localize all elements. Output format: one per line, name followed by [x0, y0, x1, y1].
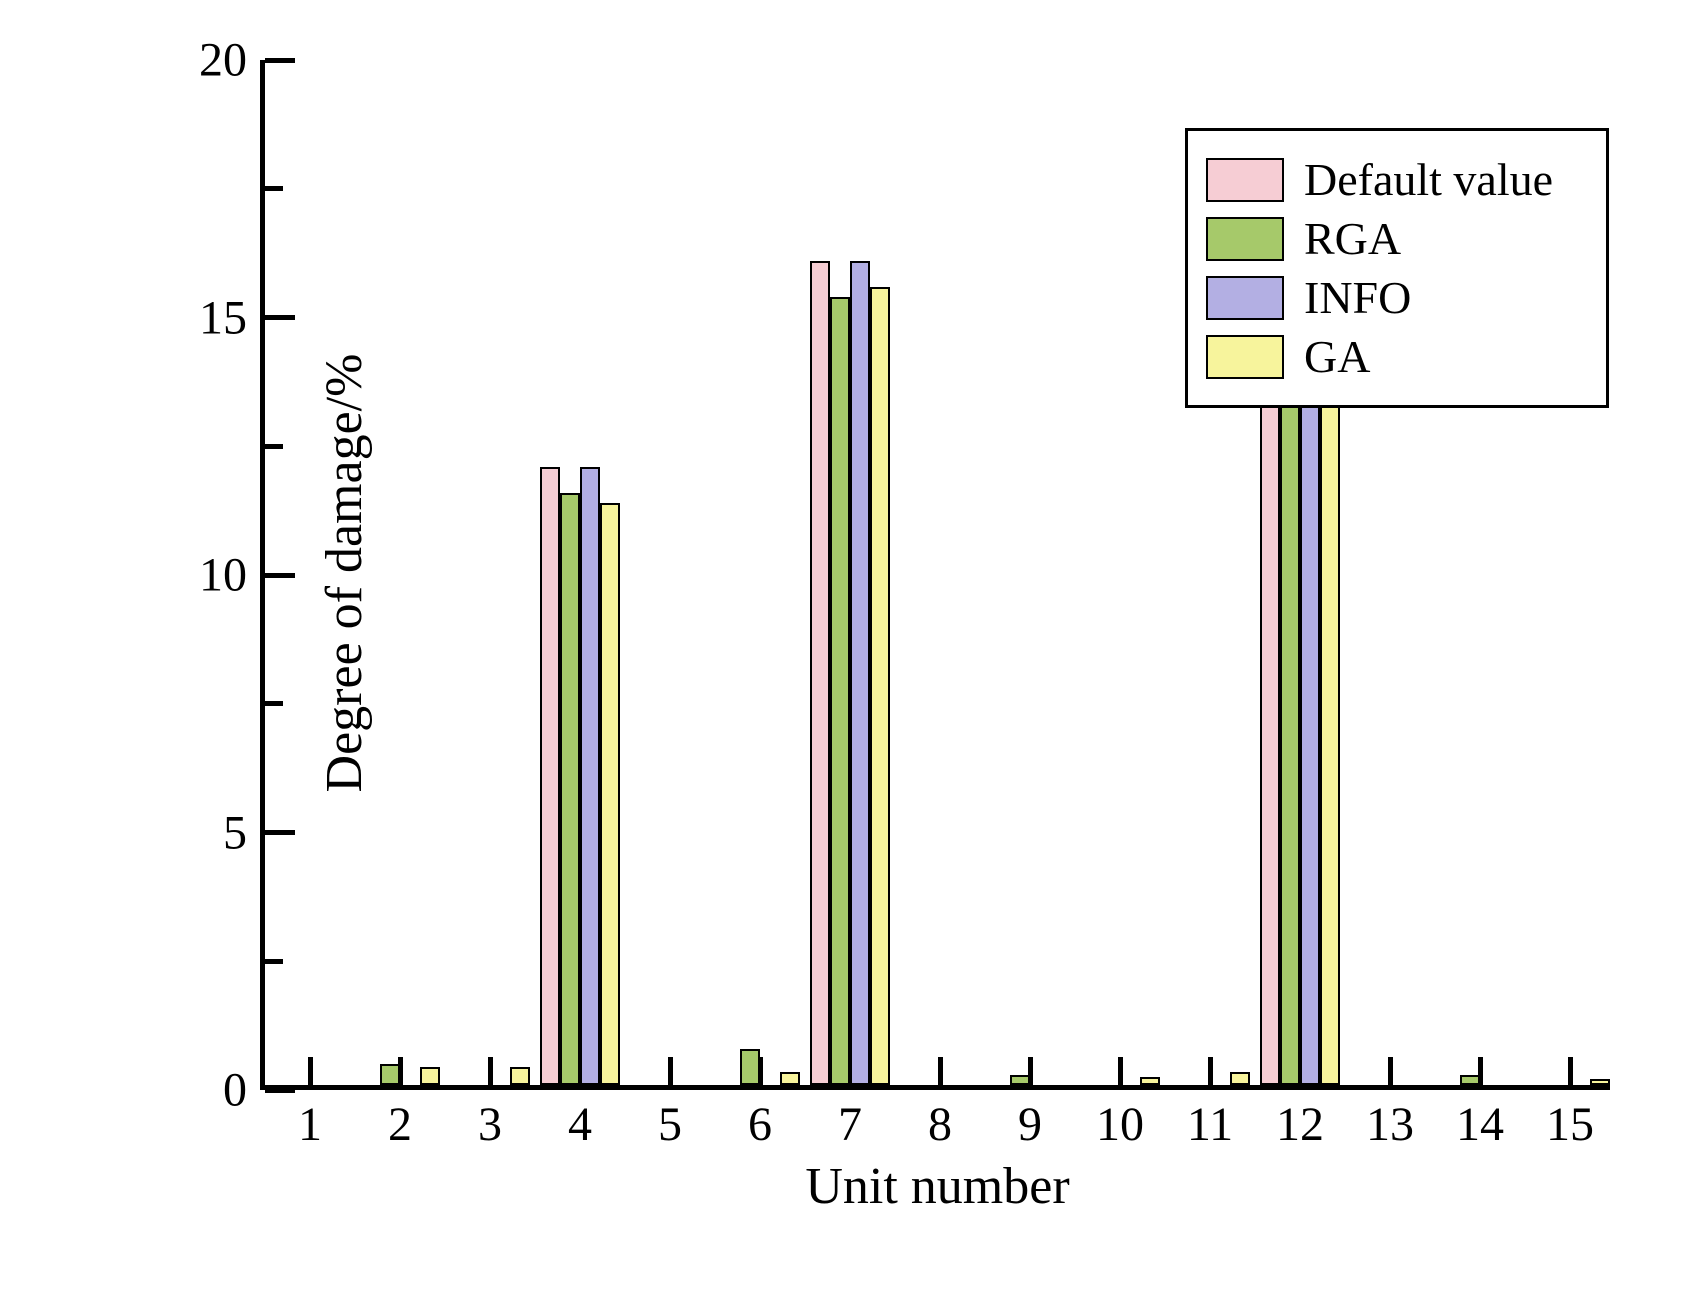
x-axis-tick-label: 1: [298, 1097, 322, 1152]
y-axis-major-tick: [265, 315, 295, 320]
bar-ga: [1230, 1072, 1250, 1085]
x-axis-tick-label: 8: [928, 1097, 952, 1152]
legend-swatch-ga: [1206, 335, 1284, 379]
legend-swatch-rga: [1206, 217, 1284, 261]
bar-info: [1300, 364, 1320, 1085]
legend-item: GA: [1206, 330, 1582, 383]
bar-info: [850, 261, 870, 1085]
legend-item: Default value: [1206, 153, 1582, 206]
bar-ga: [1320, 354, 1340, 1085]
y-axis-major-tick: [265, 1088, 295, 1093]
bar-default: [810, 261, 830, 1085]
x-axis-tick-label: 6: [748, 1097, 772, 1152]
legend-swatch-default: [1206, 158, 1284, 202]
y-axis-title: Degree of damage/%: [315, 353, 374, 792]
x-axis-tick-label: 5: [658, 1097, 682, 1152]
x-axis-tick: [488, 1057, 493, 1085]
bar-default: [540, 467, 560, 1085]
y-axis-minor-tick: [265, 959, 283, 964]
legend-label: GA: [1304, 330, 1370, 383]
y-axis-tick-label: 5: [223, 805, 247, 860]
x-axis-tick-label: 13: [1366, 1097, 1414, 1152]
x-axis-tick-label: 14: [1456, 1097, 1504, 1152]
x-axis-tick-label: 10: [1096, 1097, 1144, 1152]
x-axis-tick: [308, 1057, 313, 1085]
x-axis-tick-label: 12: [1276, 1097, 1324, 1152]
bar-ga: [510, 1067, 530, 1085]
bar-rga: [1460, 1075, 1480, 1085]
y-axis-major-tick: [265, 573, 295, 578]
bar-ga: [780, 1072, 800, 1085]
x-axis-tick-label: 4: [568, 1097, 592, 1152]
y-axis-minor-tick: [265, 444, 283, 449]
bar-rga: [560, 493, 580, 1085]
x-axis-tick: [938, 1057, 943, 1085]
x-axis-title: Unit number: [805, 1157, 1069, 1216]
legend-label: Default value: [1304, 153, 1553, 206]
x-axis-tick: [1388, 1057, 1393, 1085]
bar-rga: [830, 297, 850, 1085]
bar-ga: [870, 287, 890, 1085]
legend-label: RGA: [1304, 212, 1401, 265]
legend-item: RGA: [1206, 212, 1582, 265]
x-axis-tick: [1568, 1057, 1573, 1085]
y-axis-tick-label: 20: [199, 33, 247, 88]
legend-label: INFO: [1304, 271, 1411, 324]
x-axis-tick-label: 9: [1018, 1097, 1042, 1152]
bar-info: [580, 467, 600, 1085]
bar-ga: [1140, 1077, 1160, 1085]
y-axis-tick-label: 15: [199, 290, 247, 345]
chart-plot-area: 05101520123456789101112131415Unit number…: [260, 60, 1610, 1090]
y-axis-major-tick: [265, 830, 295, 835]
bar-ga: [600, 503, 620, 1085]
bar-default: [1260, 364, 1280, 1085]
bar-rga: [1280, 369, 1300, 1085]
bar-rga: [380, 1064, 400, 1085]
legend-item: INFO: [1206, 271, 1582, 324]
x-axis-tick: [668, 1057, 673, 1085]
bar-rga: [1010, 1075, 1030, 1085]
x-axis-tick-label: 3: [478, 1097, 502, 1152]
x-axis-tick: [1208, 1057, 1213, 1085]
legend: Default value RGA INFO GA: [1185, 128, 1609, 408]
y-axis-major-tick: [265, 58, 295, 63]
y-axis-tick-label: 0: [223, 1063, 247, 1118]
x-axis-tick: [1118, 1057, 1123, 1085]
y-axis-minor-tick: [265, 186, 283, 191]
y-axis-minor-tick: [265, 701, 283, 706]
bar-rga: [740, 1049, 760, 1085]
x-axis-tick-label: 7: [838, 1097, 862, 1152]
x-axis-tick-label: 15: [1546, 1097, 1594, 1152]
bar-ga: [420, 1067, 440, 1085]
x-axis-tick-label: 2: [388, 1097, 412, 1152]
x-axis-tick-label: 11: [1187, 1097, 1233, 1152]
y-axis-tick-label: 10: [199, 548, 247, 603]
bar-ga: [1590, 1079, 1610, 1085]
legend-swatch-info: [1206, 276, 1284, 320]
